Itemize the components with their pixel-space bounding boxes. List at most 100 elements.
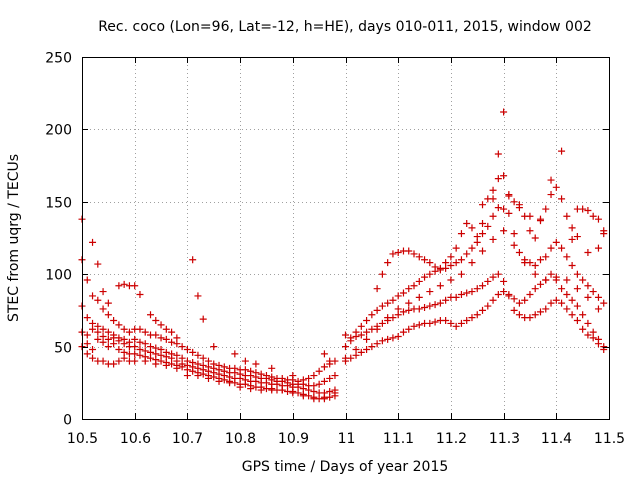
data-point xyxy=(104,311,112,319)
data-point xyxy=(194,292,202,300)
data-point xyxy=(89,354,97,362)
data-point xyxy=(542,253,550,261)
data-point xyxy=(436,264,444,272)
data-point xyxy=(405,299,413,307)
data-point xyxy=(152,344,160,352)
data-point xyxy=(463,317,471,325)
data-point xyxy=(399,328,407,336)
data-point xyxy=(584,248,592,256)
data-point xyxy=(389,334,397,342)
data-point xyxy=(510,306,518,314)
data-point xyxy=(157,321,165,329)
data-point xyxy=(452,259,460,267)
data-point xyxy=(94,296,102,304)
data-point xyxy=(479,230,487,238)
data-point xyxy=(162,325,170,333)
data-point xyxy=(347,334,355,342)
data-point xyxy=(131,282,139,290)
data-point xyxy=(594,305,602,313)
data-point xyxy=(568,262,576,270)
x-tick-label: 10.8 xyxy=(225,431,256,447)
data-point xyxy=(162,348,170,356)
data-point xyxy=(342,331,349,339)
data-point xyxy=(536,280,544,288)
y-tick-label: 100 xyxy=(45,268,72,284)
data-point xyxy=(568,311,576,319)
data-point xyxy=(552,183,560,191)
data-point xyxy=(342,343,349,351)
data-point xyxy=(194,372,202,380)
data-point xyxy=(120,280,128,288)
data-point xyxy=(94,260,102,268)
data-point xyxy=(515,299,523,307)
data-point xyxy=(136,325,144,333)
data-point xyxy=(442,259,450,267)
data-point xyxy=(141,328,149,336)
data-point xyxy=(115,321,123,329)
data-point xyxy=(357,348,365,356)
data-point xyxy=(563,212,571,220)
data-point xyxy=(500,277,508,285)
data-point xyxy=(141,357,149,365)
data-point xyxy=(584,331,592,339)
data-point xyxy=(363,317,371,325)
data-point xyxy=(426,270,434,278)
data-point xyxy=(479,220,487,228)
data-point xyxy=(489,296,497,304)
data-point xyxy=(162,335,170,343)
data-point xyxy=(125,338,133,346)
data-point xyxy=(194,351,202,359)
data-point xyxy=(110,331,118,339)
data-point xyxy=(299,392,307,400)
data-point xyxy=(94,322,102,330)
data-point xyxy=(421,304,429,312)
data-point xyxy=(536,308,544,316)
data-point xyxy=(352,328,360,336)
data-point xyxy=(147,343,155,351)
data-point xyxy=(157,334,165,342)
data-point xyxy=(399,289,407,297)
data-point xyxy=(515,201,523,209)
data-point xyxy=(468,288,476,296)
data-point xyxy=(431,263,439,271)
data-point xyxy=(183,357,191,365)
data-points xyxy=(78,108,608,403)
data-point xyxy=(573,270,581,278)
data-point xyxy=(431,301,439,309)
data-point xyxy=(573,302,581,310)
data-point xyxy=(505,209,513,217)
data-point xyxy=(178,354,186,362)
data-point xyxy=(589,334,597,342)
data-point xyxy=(215,377,223,385)
data-point xyxy=(505,192,513,200)
y-tick-label: 200 xyxy=(45,123,72,139)
data-point xyxy=(99,305,107,313)
series-5 xyxy=(78,215,334,380)
data-point xyxy=(394,292,402,300)
data-point xyxy=(573,205,581,213)
data-point xyxy=(257,386,265,394)
data-point xyxy=(542,305,550,313)
data-point xyxy=(268,373,276,381)
data-point xyxy=(447,276,455,284)
data-point xyxy=(505,292,513,300)
data-point xyxy=(415,253,423,261)
data-point xyxy=(141,347,149,355)
data-point xyxy=(252,369,260,377)
data-point xyxy=(389,296,397,304)
data-point xyxy=(426,319,434,327)
data-point xyxy=(484,302,492,310)
data-point xyxy=(473,233,481,241)
data-point xyxy=(494,290,502,298)
data-point xyxy=(579,311,587,319)
x-tick-label: 11.5 xyxy=(594,431,625,447)
data-point xyxy=(210,343,218,351)
data-point xyxy=(500,172,508,180)
x-axis-title: GPS time / Days of year 2015 xyxy=(242,459,449,475)
data-point xyxy=(384,259,392,267)
data-point xyxy=(125,328,133,336)
data-point xyxy=(162,361,170,369)
data-point xyxy=(89,238,97,246)
data-point xyxy=(236,383,244,391)
data-point xyxy=(278,374,286,382)
